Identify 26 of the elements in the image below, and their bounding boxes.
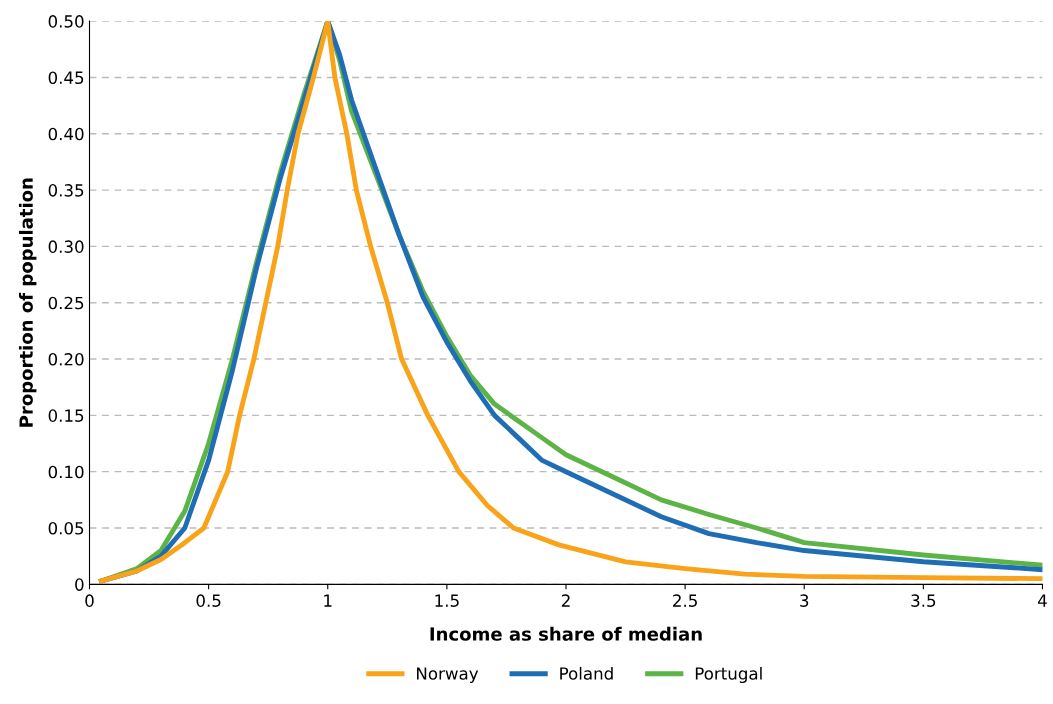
x-axis-title: Income as share of median: [430, 626, 702, 641]
y-tick-label: 0.45: [48, 71, 84, 85]
y-tick-label: 0.15: [48, 409, 84, 422]
y-tick-label: 0.05: [48, 521, 84, 535]
x-tick-label: 4: [1037, 594, 1047, 607]
y-tick-label: 0.10: [48, 465, 84, 479]
x-tick-label: 0: [85, 594, 94, 607]
y-axis-title: Proportion of population: [18, 178, 37, 427]
line-series: [98, 21, 1043, 584]
legend-label: Poland: [560, 666, 613, 680]
legend-label: Portugal: [695, 666, 762, 684]
y-tick-label: 0.25: [48, 296, 84, 310]
y-tick-label: 0.35: [48, 184, 84, 197]
x-tick-label: 3: [800, 594, 809, 607]
x-tick-label: 1.5: [435, 594, 459, 607]
x-tick-label: 1: [324, 594, 332, 607]
y-tick-label: 0.40: [48, 127, 84, 141]
x-tick-label: 0.5: [196, 594, 221, 607]
y-tick-label: 0: [75, 578, 84, 591]
y-tick-label: 0.20: [48, 353, 84, 366]
legend-label: Norway: [417, 667, 479, 684]
x-tick-label: 2.5: [673, 594, 697, 607]
y-tick-label: 0.50: [48, 15, 84, 28]
x-tick-label: 2: [561, 594, 570, 607]
x-tick-label: 3.5: [911, 594, 936, 607]
y-tick-label: 0.30: [48, 240, 84, 253]
